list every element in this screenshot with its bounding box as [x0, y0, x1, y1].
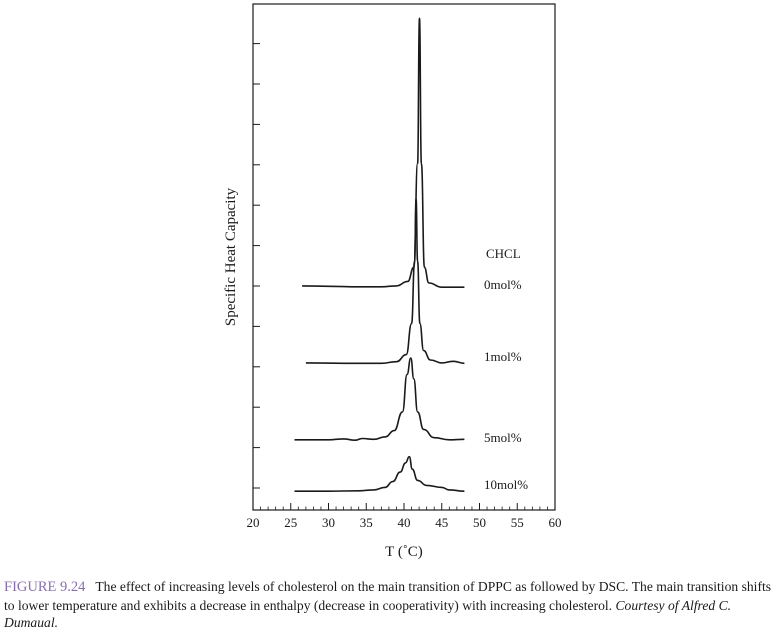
y-axis-ticks	[253, 43, 260, 489]
series-curve-5molpct	[294, 357, 465, 441]
legend-title: CHCL	[486, 246, 521, 261]
x-tick-label: 35	[360, 515, 373, 530]
figure-label: FIGURE 9.24	[4, 579, 86, 595]
dsc-chart: 20 25 30 35 40 45 50 55 60 0mol% 1mol% 5mol% 10mol%…	[223, 3, 562, 560]
caption-credit: Courtesy of Alfred C. Dumaual.	[4, 597, 732, 631]
series-label: 0mol%	[484, 277, 522, 292]
series-label: 5mol%	[484, 430, 522, 445]
x-tick-label: 60	[549, 515, 562, 530]
y-axis-title: Specific Heat Capacity	[223, 187, 239, 326]
x-tick-label: 55	[511, 515, 524, 530]
x-tick-label: 30	[322, 515, 335, 530]
series-labels: 0mol% 1mol% 5mol% 10mol%	[484, 277, 528, 492]
x-axis-title: T (˚C)	[385, 544, 423, 560]
figure-caption: FIGURE 9.24 The effect of increasing leve…	[4, 578, 780, 632]
series-label: 10mol%	[484, 477, 528, 492]
x-axis-ticks	[252, 503, 556, 510]
x-tick-label: 40	[398, 515, 411, 530]
series-curve-0molpct	[302, 17, 465, 289]
series-curves	[294, 17, 465, 493]
caption-text: The effect of increasing levels of chole…	[4, 579, 772, 613]
x-tick-label: 20	[247, 515, 260, 530]
x-axis-tick-labels: 20 25 30 35 40 45 50 55 60	[247, 515, 562, 530]
series-label: 1mol%	[484, 349, 522, 364]
x-tick-label: 25	[284, 515, 297, 530]
series-curve-1molpct	[305, 198, 465, 365]
x-tick-label: 45	[435, 515, 448, 530]
series-curve-10molpct	[294, 455, 465, 493]
x-tick-label: 50	[473, 515, 486, 530]
